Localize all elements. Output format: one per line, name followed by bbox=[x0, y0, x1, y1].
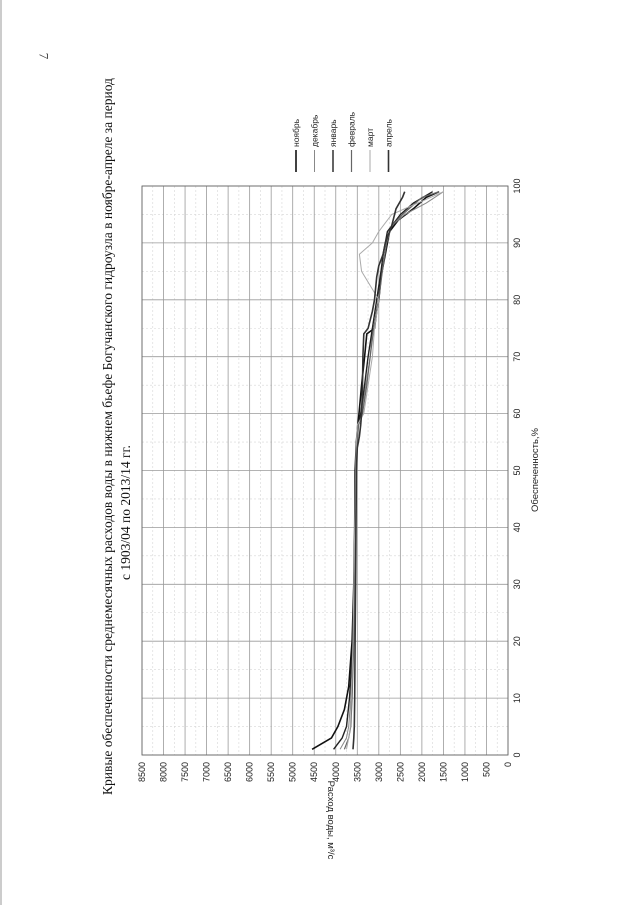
y-tick-label: 1500 bbox=[438, 762, 448, 782]
series-group bbox=[311, 190, 444, 750]
legend-label: ноябрь bbox=[291, 118, 301, 147]
x-axis-title: Обеспеченность,% bbox=[530, 427, 541, 512]
y-tick-label: 5500 bbox=[266, 762, 276, 782]
y-tick-label: 6000 bbox=[245, 762, 255, 782]
y-tick-label: 2500 bbox=[395, 762, 405, 782]
x-tick-label: 10 bbox=[512, 693, 522, 703]
y-tick-label: 8500 bbox=[137, 762, 147, 782]
y-tick-label: 5000 bbox=[288, 762, 298, 782]
y-tick-label: 3000 bbox=[374, 762, 384, 782]
y-tick-label: 3500 bbox=[352, 762, 362, 782]
x-tick-label: 40 bbox=[512, 522, 522, 532]
series-line-5 bbox=[346, 191, 444, 750]
y-tick-label: 1000 bbox=[460, 762, 470, 782]
y-tick-label: 2000 bbox=[417, 762, 427, 782]
y-tick-label: 6500 bbox=[223, 762, 233, 782]
x-tick-label: 70 bbox=[512, 352, 522, 362]
y-tick-label: 7000 bbox=[202, 762, 212, 782]
grid bbox=[141, 185, 509, 756]
x-tick-label: 100 bbox=[512, 178, 522, 193]
y-tick-label: 500 bbox=[481, 762, 491, 777]
legend bbox=[295, 150, 390, 172]
x-tick-label: 60 bbox=[512, 409, 522, 419]
legend-label: декабрь bbox=[310, 114, 320, 147]
legend-label: апрель bbox=[384, 119, 394, 147]
y-tick-label: 4500 bbox=[309, 762, 319, 782]
x-tick-label: 90 bbox=[512, 238, 522, 248]
y-tick-label: 0 bbox=[503, 762, 513, 767]
plot-frame bbox=[141, 185, 509, 756]
legend-label: февраль bbox=[347, 111, 357, 147]
y-tick-label: 8000 bbox=[159, 762, 169, 782]
legend-label: январь bbox=[328, 119, 338, 147]
y-tick-label: 7500 bbox=[180, 762, 190, 782]
x-tick-label: 80 bbox=[512, 295, 522, 305]
legend-label: март bbox=[365, 128, 375, 147]
y-tick-label: 4000 bbox=[331, 762, 341, 782]
x-tick-label: 30 bbox=[512, 579, 522, 589]
x-tick-label: 20 bbox=[512, 636, 522, 646]
x-tick-label: 0 bbox=[512, 752, 522, 757]
x-tick-label: 50 bbox=[512, 465, 522, 475]
series-line-6 bbox=[352, 191, 406, 750]
y-axis-title: Расход воды, м³/с bbox=[325, 781, 336, 860]
page-edge bbox=[0, 0, 2, 905]
